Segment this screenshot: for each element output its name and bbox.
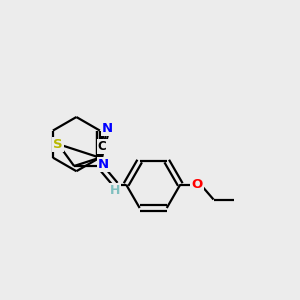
Text: C: C: [98, 140, 106, 153]
Text: N: N: [98, 158, 109, 171]
Text: N: N: [102, 122, 113, 135]
Text: O: O: [191, 178, 203, 191]
Text: S: S: [53, 138, 63, 151]
Text: H: H: [110, 184, 120, 197]
